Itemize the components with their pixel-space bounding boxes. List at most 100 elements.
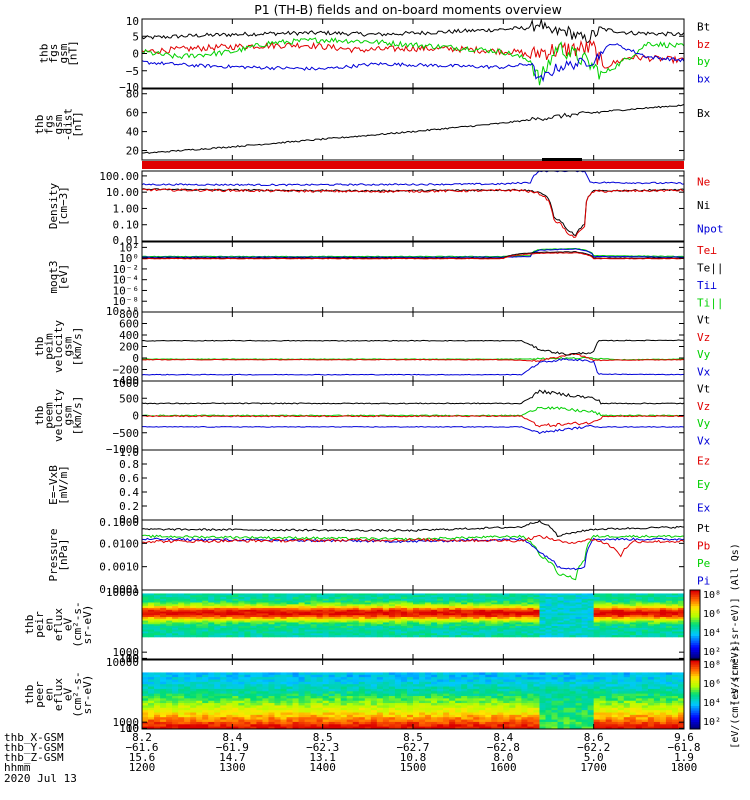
heatmap-cell [208,703,215,706]
heatmap-cell [250,618,257,622]
heatmap-cell [142,595,149,598]
heatmap-cell [503,627,510,631]
heatmap-cell [419,696,426,699]
heatmap-cell [647,633,655,636]
heatmap-cell [491,611,498,614]
heatmap-cell [376,598,384,602]
heatmap-cell [527,688,534,692]
heatmap-cell [587,700,595,704]
heatmap-cell [497,622,504,625]
heatmap-cell [599,615,607,618]
heatmap-cell [304,710,312,713]
heatmap-cell [659,626,667,629]
colorbar-swatch [690,615,700,619]
heatmap-cell [394,631,402,634]
heatmap-cell [328,710,336,713]
heatmap-cell [497,679,504,683]
heatmap-cell [629,627,637,631]
heatmap-cell [394,615,402,618]
heatmap-cell [382,717,390,720]
heatmap-cell [443,681,450,685]
heatmap-cell [184,620,191,623]
heatmap-cell [425,696,432,699]
heatmap-cell [208,677,215,680]
heatmap-cell [340,597,348,600]
heatmap-cell [166,707,173,711]
heatmap-cell [346,611,354,614]
heatmap-cell [437,684,444,687]
y-axis-label: (cm²‑s‑ [71,601,84,647]
heatmap-cell [346,714,354,718]
y-axis-label: (cm²‑s‑ [71,671,84,717]
heatmap-cell [485,721,492,725]
heatmap-cell [394,696,402,699]
y-tick-label: 0.0100 [99,537,139,550]
heatmap-cell [376,710,384,713]
heatmap-cell [425,703,432,706]
heatmap-cell [376,691,384,695]
heatmap-cell [671,691,679,695]
heatmap-cell [256,598,263,602]
heatmap-cell [485,672,492,676]
heatmap-cell [400,719,408,723]
heatmap-cell [413,700,420,704]
y-tick-label: 20 [126,145,139,158]
heatmap-cell [611,633,619,636]
heatmap-cell [677,613,685,616]
heatmap-cell [467,631,474,634]
heatmap-cell [310,617,318,620]
heatmap-cell [659,707,667,711]
heatmap-cell [419,593,426,596]
heatmap-cell [232,703,239,706]
heatmap-cell [527,607,534,611]
heatmap-cell [563,691,570,695]
heatmap-cell [190,617,197,620]
series-line-by-fgs [141,37,685,86]
heatmap-cell [587,597,595,600]
heatmap-cell [491,674,498,678]
heatmap-cell [382,604,390,607]
heatmap-cell [443,615,450,618]
heatmap-cell [166,633,173,636]
heatmap-cell [641,691,649,695]
heatmap-cell [653,635,661,638]
heatmap-cell [527,681,534,685]
heatmap-cell [154,609,161,612]
heatmap-cell [629,679,637,683]
heatmap-cell [473,686,480,690]
heatmap-cell [310,613,318,616]
heatmap-cell [298,681,305,685]
heatmap-cell [178,724,185,728]
heatmap-cell [394,686,402,690]
heatmap-cell [310,700,318,704]
heatmap-cell [298,600,305,603]
heatmap-cell [635,698,643,702]
heatmap-cell [394,597,402,600]
y-axis-label: velocity [52,320,65,373]
heatmap-cell [527,626,534,629]
heatmap-cell [671,606,679,609]
heatmap-cell [479,593,486,596]
heatmap-cell [274,622,281,625]
heatmap-cell [232,609,239,612]
heatmap-cell [473,624,480,627]
heatmap-cell [527,600,534,603]
heatmap-cell [635,703,643,706]
heatmap-cell [322,703,330,706]
heatmap-cell [599,726,607,730]
heatmap-cell [310,609,318,612]
heatmap-cell [142,633,149,636]
heatmap-cell [425,611,432,614]
heatmap-cell [539,717,546,720]
heatmap-cell [328,714,336,718]
heatmap-cell [244,679,251,683]
heatmap-cell [148,712,155,716]
heatmap-cell [406,595,414,598]
heatmap-cell [605,674,613,678]
heatmap-cell [503,726,510,730]
heatmap-cell [364,724,372,728]
heatmap-cell [653,607,661,611]
heatmap-cell [160,705,167,709]
heatmap-cell [671,672,679,676]
heatmap-cell [437,629,444,632]
